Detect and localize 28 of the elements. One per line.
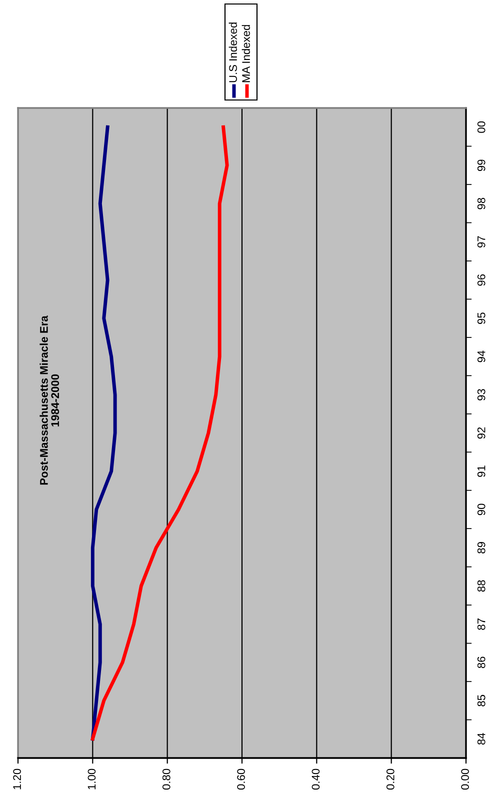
y-tick-label: 91: [477, 466, 486, 477]
x-tick-label: 0.20: [386, 768, 394, 790]
y-tick-label: 85: [477, 694, 486, 706]
y-tick-label: 98: [477, 198, 486, 210]
y-tick-label: 88: [477, 580, 486, 592]
y-tick-label: 99: [477, 160, 486, 172]
y-tick-label: 00: [477, 121, 486, 133]
x-tick-label: 0.80: [162, 768, 170, 790]
y-tick-label: 96: [477, 274, 486, 286]
x-tick-label: 0.00: [461, 768, 469, 790]
x-tick-label: 1.00: [88, 768, 96, 790]
y-tick-label: 86: [477, 656, 486, 668]
y-tick-label: 95: [477, 312, 486, 324]
y-tick-label: 87: [477, 618, 486, 630]
x-tick-label: 1.20: [13, 768, 21, 790]
x-tick-label: 0.40: [312, 768, 320, 790]
y-tick-label: 97: [477, 236, 486, 248]
text: MA Indexed: [242, 25, 250, 82]
y-tick-label: 94: [477, 350, 486, 362]
y-tick-label: 89: [477, 542, 486, 554]
x-tick-label: 0.60: [237, 768, 245, 790]
y-tick-label: 84: [477, 733, 486, 745]
y-tick-label: 92: [477, 427, 486, 439]
text: U.S Indexed: [228, 22, 237, 82]
y-tick-label: 90: [477, 504, 486, 516]
y-tick-label: 93: [477, 389, 486, 400]
text: 1984-2000: [51, 374, 60, 426]
text: Post-Massachusetts Miracle Era: [40, 316, 48, 485]
